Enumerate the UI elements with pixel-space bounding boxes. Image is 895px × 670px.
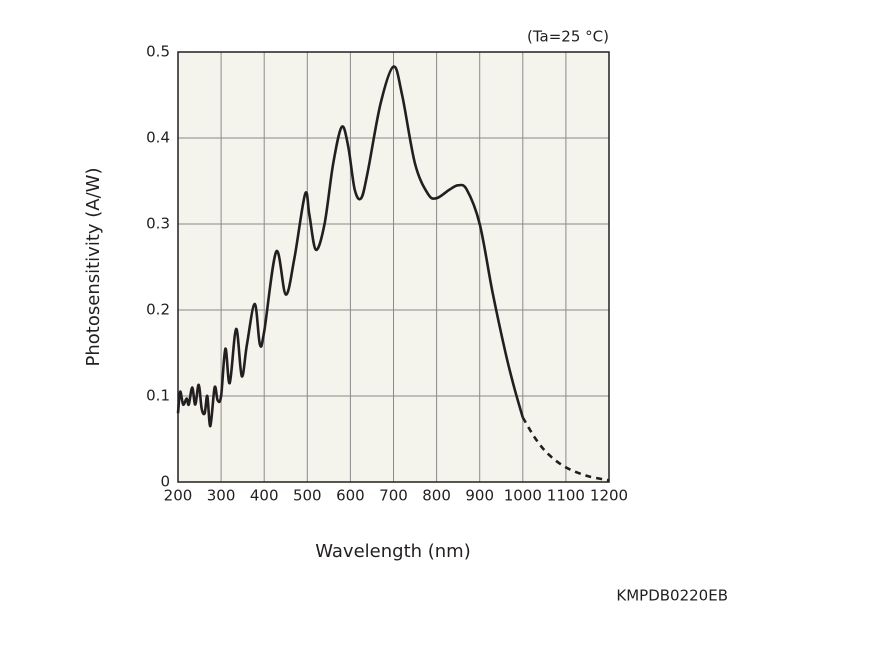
plot-border	[177, 51, 610, 483]
y-tick-label: 0	[160, 473, 170, 491]
y-axis-label: Photosensitivity (A/W)	[83, 168, 104, 367]
x-tick-label: 900	[465, 487, 494, 505]
x-tick-label: 800	[422, 487, 451, 505]
x-tick-label: 700	[379, 487, 408, 505]
y-tick-label: 0.5	[146, 43, 170, 61]
y-tick-label: 0.1	[146, 387, 170, 405]
x-tick-label: 1100	[547, 487, 585, 505]
x-tick-label: 400	[250, 487, 279, 505]
data-line	[176, 65, 525, 428]
y-tick-label: 0.3	[146, 215, 170, 233]
x-tick-label: 1200	[590, 487, 628, 505]
x-tick-label: 1000	[504, 487, 542, 505]
x-tick-label: 200	[164, 487, 193, 505]
y-tick-label: 0.2	[146, 301, 170, 319]
data-line	[521, 416, 610, 482]
x-axis-label: Wavelength (nm)	[315, 541, 471, 562]
x-tick-label: 300	[207, 487, 236, 505]
annotation: (Ta=25 °C)	[527, 28, 609, 46]
x-tick-label: 600	[336, 487, 365, 505]
figure-code: KMPDB0220EB	[616, 587, 728, 605]
x-tick-label: 500	[293, 487, 322, 505]
y-tick-label: 0.4	[146, 129, 170, 147]
